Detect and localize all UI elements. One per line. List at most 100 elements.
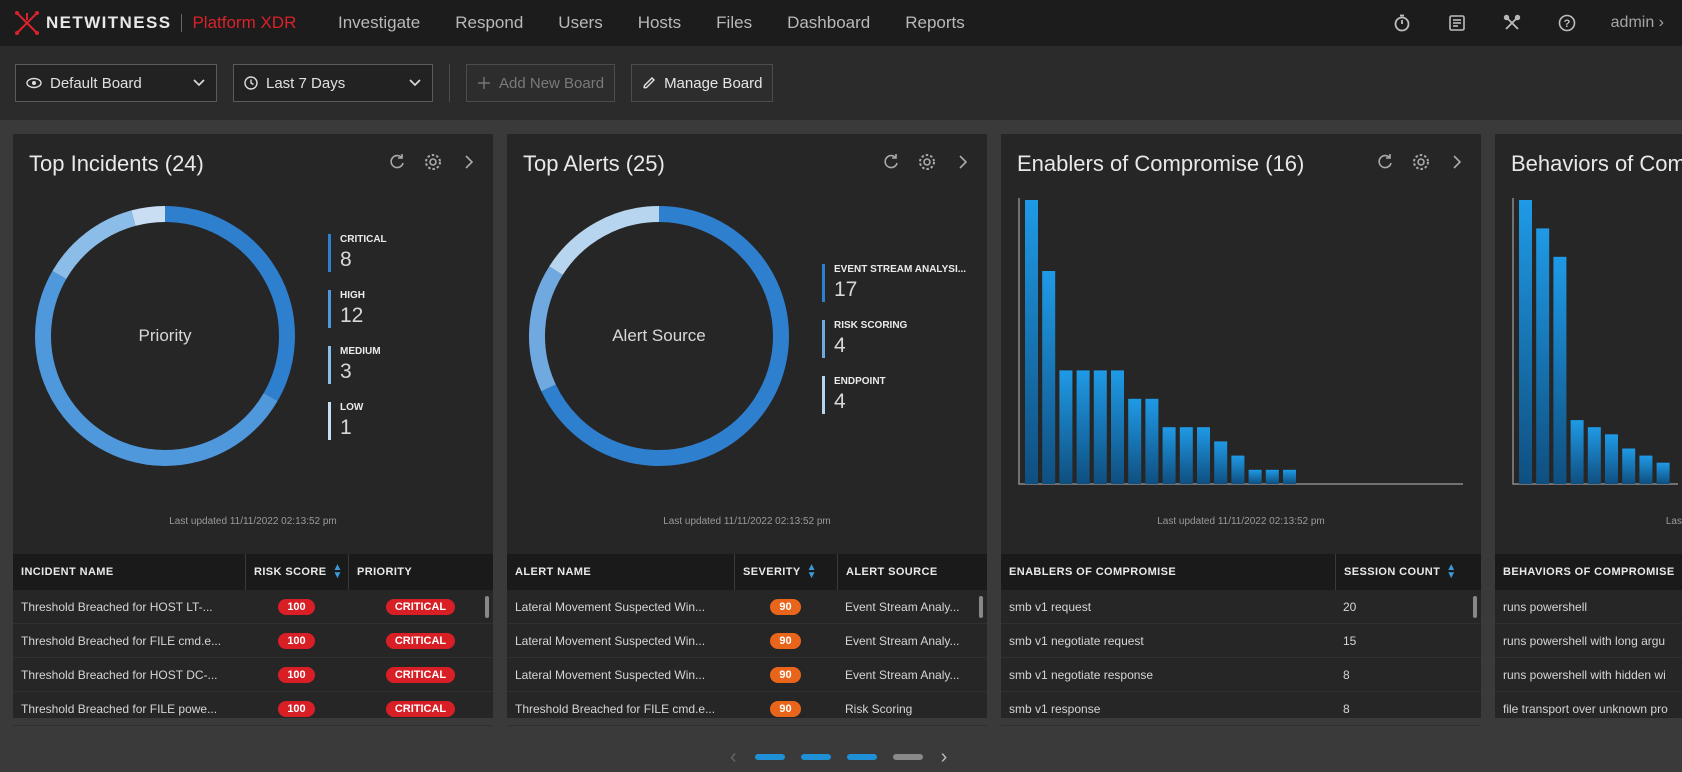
pager-next-icon[interactable]: ›: [940, 746, 948, 768]
bar[interactable]: [1519, 200, 1532, 484]
table-row[interactable]: Threshold Breached for FILE cmd.e... 90 Ri…: [507, 692, 987, 726]
user-menu[interactable]: admin ›: [1610, 14, 1664, 31]
bar[interactable]: [1265, 469, 1279, 484]
manage-board-button[interactable]: Manage Board: [631, 64, 774, 102]
gear-icon[interactable]: [423, 152, 443, 172]
bar[interactable]: [1587, 427, 1601, 484]
table-row[interactable]: runs powershell with long argu: [1495, 624, 1682, 658]
refresh-icon[interactable]: [1375, 152, 1395, 172]
pager-dot[interactable]: [892, 754, 923, 760]
chevron-right-icon[interactable]: [459, 152, 479, 172]
table-row[interactable]: Threshold Breached for FILE cmd.e... 100 C…: [13, 624, 493, 658]
table-row[interactable]: Threshold Breached for FILE powe... 100 CR…: [13, 692, 493, 726]
table-scrollbar[interactable]: [979, 596, 983, 618]
donut-slice-critical[interactable]: [164, 206, 295, 401]
bar[interactable]: [1162, 427, 1176, 484]
bar[interactable]: [1214, 441, 1228, 484]
pager-dot[interactable]: [754, 754, 785, 760]
nav-dashboard[interactable]: Dashboard: [787, 13, 871, 32]
table-row[interactable]: file transport over unknown pro: [1495, 692, 1682, 718]
pager-prev-icon[interactable]: ‹: [730, 746, 737, 768]
bar[interactable]: [1025, 200, 1038, 484]
nav-users[interactable]: Users: [558, 13, 603, 32]
sort-icon[interactable]: ▲ ▼: [1446, 562, 1457, 581]
table-row[interactable]: smb v1 response 8: [1001, 692, 1481, 726]
notes-icon[interactable]: [1446, 12, 1468, 34]
legend-item-endpoint[interactable]: ENDPOINT 4: [822, 376, 966, 432]
bar[interactable]: [1059, 370, 1073, 484]
table-scrollbar[interactable]: [1473, 596, 1477, 618]
legend-item-critical[interactable]: CRITICAL 8: [328, 234, 387, 290]
sort-icon[interactable]: ▲ ▼: [806, 562, 817, 581]
bar[interactable]: [1128, 398, 1142, 484]
col-enabler[interactable]: ENABLERS OF COMPROMISE: [1009, 566, 1177, 578]
board-select[interactable]: Default Board: [15, 64, 217, 102]
col-behavior[interactable]: BEHAVIORS OF COMPROMISE: [1503, 566, 1675, 578]
donut-slice-high[interactable]: [35, 271, 278, 466]
nav-investigate[interactable]: Investigate: [338, 13, 421, 32]
legend-item-high[interactable]: HIGH 12: [328, 290, 387, 346]
refresh-icon[interactable]: [387, 152, 407, 172]
bar[interactable]: [1197, 427, 1210, 484]
col-incident-name[interactable]: INCIDENT NAME: [21, 566, 114, 578]
table-row[interactable]: smb v1 negotiate response 8: [1001, 658, 1481, 692]
chevron-right-icon[interactable]: [1447, 152, 1467, 172]
nav-respond[interactable]: Respond: [455, 13, 524, 32]
donut-slice-endpoint[interactable]: [549, 206, 660, 276]
donut-slice-event-stream[interactable]: [541, 206, 789, 466]
col-alert-source[interactable]: ALERT SOURCE: [837, 554, 987, 590]
refresh-icon[interactable]: [881, 152, 901, 172]
bar[interactable]: [1553, 256, 1567, 484]
bar[interactable]: [1656, 462, 1670, 484]
col-risk-score[interactable]: RISK SCORE ▲ ▼: [245, 554, 348, 590]
table-row[interactable]: Threshold Breached for HOST LT-... 100 CRI…: [13, 590, 493, 624]
bar[interactable]: [1248, 469, 1262, 484]
table-row[interactable]: Lateral Movement Suspected Win... 90 Event…: [507, 590, 987, 624]
add-board-button[interactable]: Add New Board: [466, 64, 616, 102]
table-row[interactable]: Lateral Movement Suspected Win... 90 Event…: [507, 658, 987, 692]
timer-icon[interactable]: [1391, 12, 1413, 34]
table-row[interactable]: smb v1 request 20: [1001, 590, 1481, 624]
donut-slice-medium[interactable]: [52, 210, 136, 280]
bar[interactable]: [1093, 370, 1107, 484]
bar[interactable]: [1536, 228, 1550, 484]
help-icon[interactable]: ?: [1556, 12, 1578, 34]
bar[interactable]: [1622, 448, 1636, 485]
bar[interactable]: [1231, 455, 1245, 484]
pager-dot[interactable]: [846, 754, 877, 760]
bar[interactable]: [1283, 469, 1296, 484]
col-session-count[interactable]: SESSION COUNT ▲ ▼: [1335, 554, 1481, 590]
nav-hosts[interactable]: Hosts: [637, 13, 682, 32]
pager-dot[interactable]: [800, 754, 831, 760]
donut-slice-risk-scoring[interactable]: [529, 266, 563, 392]
table-row[interactable]: runs powershell: [1495, 590, 1682, 624]
gear-icon[interactable]: [1411, 152, 1431, 172]
bar[interactable]: [1639, 455, 1653, 484]
time-range-select[interactable]: Last 7 Days: [233, 64, 433, 102]
sort-icon[interactable]: ▲ ▼: [332, 562, 343, 581]
table-row[interactable]: runs powershell with hidden wi: [1495, 658, 1682, 692]
bar[interactable]: [1145, 398, 1159, 484]
bar[interactable]: [1111, 370, 1124, 484]
col-alert-name[interactable]: ALERT NAME: [515, 566, 592, 578]
table-row[interactable]: Lateral Movement Suspected Win... 90 Event…: [507, 624, 987, 658]
table-row[interactable]: Threshold Breached for HOST DC-... 100 CRI…: [13, 658, 493, 692]
nav-files[interactable]: Files: [716, 13, 753, 32]
bar[interactable]: [1042, 271, 1056, 484]
legend-item-risk-scoring[interactable]: RISK SCORING 4: [822, 320, 966, 376]
bar[interactable]: [1076, 370, 1090, 484]
chevron-right-icon[interactable]: [953, 152, 973, 172]
bar[interactable]: [1179, 427, 1193, 484]
donut-slice-low[interactable]: [131, 206, 166, 226]
bar[interactable]: [1570, 420, 1584, 484]
nav-reports[interactable]: Reports: [905, 13, 965, 32]
bar[interactable]: [1605, 434, 1618, 484]
gear-icon[interactable]: [917, 152, 937, 172]
tools-icon[interactable]: [1501, 12, 1523, 34]
col-priority[interactable]: PRIORITY: [348, 554, 493, 590]
legend-item-medium[interactable]: MEDIUM 3: [328, 346, 387, 402]
table-scrollbar[interactable]: [485, 596, 489, 618]
legend-item-event-stream[interactable]: EVENT STREAM ANALYSI... 17: [822, 264, 966, 320]
legend-item-low[interactable]: LOW 1: [328, 402, 387, 458]
col-severity[interactable]: SEVERITY ▲ ▼: [734, 554, 837, 590]
